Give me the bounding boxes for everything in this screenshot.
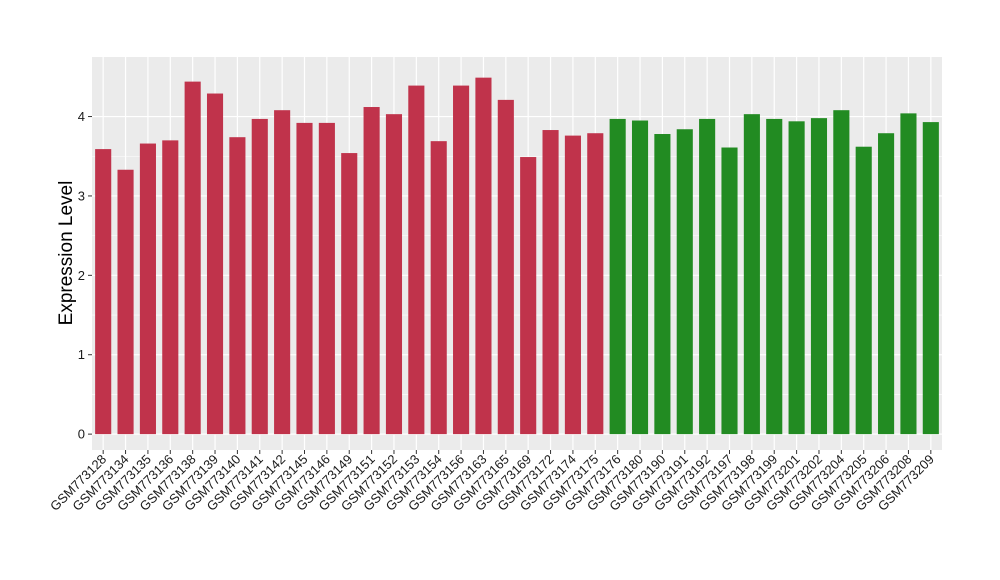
bar: [609, 118, 626, 435]
bar: [430, 141, 447, 435]
x-axis: GSM773128GSM773134GSM773135GSM773136GSM7…: [47, 450, 937, 514]
bar: [900, 113, 917, 435]
bar: [743, 114, 760, 435]
bar: [922, 122, 939, 435]
bar: [721, 147, 738, 435]
bar: [341, 153, 358, 435]
y-axis-title: Expression Level: [56, 181, 77, 326]
bar: [408, 85, 425, 435]
bar: [296, 122, 313, 435]
bar: [587, 133, 604, 435]
bar: [453, 85, 470, 435]
bar: [520, 157, 537, 435]
bar: [184, 81, 201, 435]
bar: [564, 135, 581, 435]
bar: [251, 118, 268, 435]
bar: [139, 143, 156, 435]
bar: [631, 120, 649, 435]
bar: [318, 122, 335, 435]
bar: [274, 110, 291, 435]
bar: [855, 146, 872, 435]
y-axis: 0 1 2 3 4: [78, 109, 92, 442]
y-tick-label: 1: [78, 347, 85, 362]
bar: [654, 134, 671, 435]
bar: [117, 169, 134, 435]
bar: [833, 110, 850, 435]
bar: [788, 121, 805, 435]
y-tick-label: 4: [78, 109, 85, 124]
bar: [766, 118, 783, 435]
bar: [363, 107, 380, 435]
bar: [878, 133, 895, 435]
bar: [229, 137, 246, 435]
bar: [542, 130, 559, 435]
y-tick-label: 3: [78, 188, 85, 203]
bar: [95, 149, 112, 435]
bar: [206, 93, 224, 435]
bar: [810, 118, 828, 435]
bar: [475, 77, 492, 435]
y-tick-label: 2: [78, 268, 85, 283]
bar: [699, 118, 716, 435]
bar: [162, 140, 179, 435]
bar: [385, 114, 403, 435]
bar: [497, 99, 514, 435]
y-tick-label: 0: [78, 427, 85, 442]
bar: [676, 129, 693, 435]
bars: [95, 77, 939, 435]
